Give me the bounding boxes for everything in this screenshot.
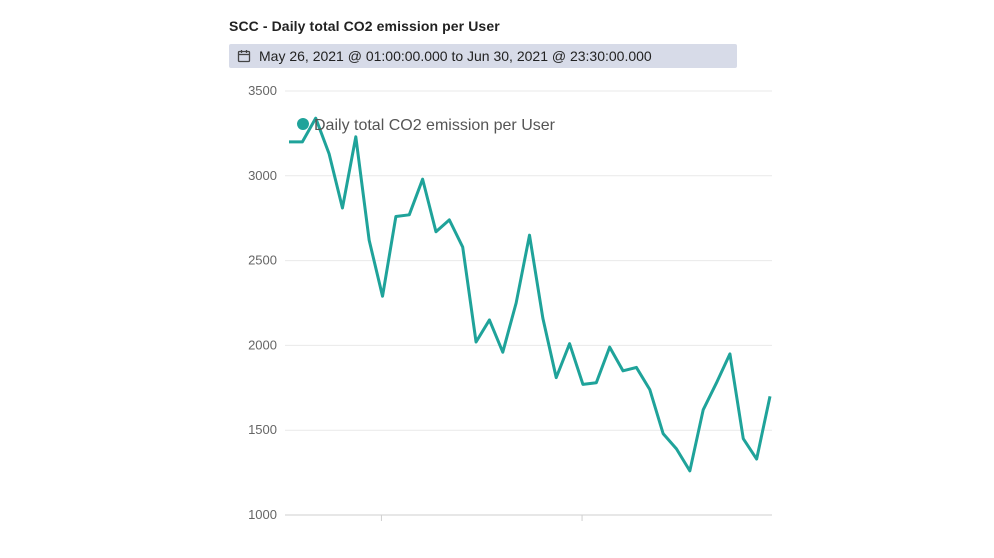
y-tick-label: 1000: [248, 507, 277, 522]
y-tick-label: 2500: [248, 253, 277, 268]
y-tick-label: 2000: [248, 337, 277, 352]
date-range-text: May 26, 2021 @ 01:00:00.000 to Jun 30, 2…: [259, 48, 652, 64]
x-axis-ticks: [380, 515, 583, 521]
legend-label[interactable]: Daily total CO2 emission per User: [314, 117, 556, 134]
y-tick-label: 3000: [248, 168, 277, 183]
calendar-icon: [237, 50, 251, 63]
legend-marker[interactable]: [297, 118, 309, 130]
grid-lines: [285, 90, 772, 516]
date-range-badge[interactable]: May 26, 2021 @ 01:00:00.000 to Jun 30, 2…: [229, 44, 737, 68]
y-tick-label: 1500: [248, 422, 277, 437]
y-tick-label: 3500: [248, 83, 277, 98]
series-group: [289, 116, 772, 473]
y-axis-ticks: 3500 3000 2500 2000 1500 1000: [248, 83, 277, 522]
legend: Daily total CO2 emission per User: [297, 117, 556, 134]
chart-title: SCC - Daily total CO2 emission per User: [229, 18, 500, 34]
series-line: [289, 116, 772, 473]
